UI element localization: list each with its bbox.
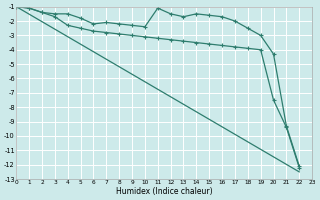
- X-axis label: Humidex (Indice chaleur): Humidex (Indice chaleur): [116, 187, 212, 196]
